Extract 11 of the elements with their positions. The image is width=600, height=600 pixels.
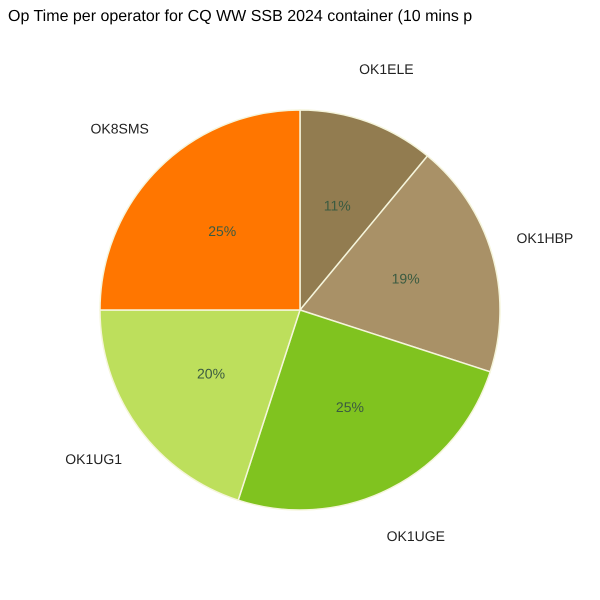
chart-title: Op Time per operator for CQ WW SSB 2024 container (10 mins p (8, 8, 472, 25)
slice-label: OK1ELE (359, 61, 414, 78)
data-label: 20% (196, 366, 226, 382)
slice-label: OK8SMS (90, 120, 149, 137)
slice-label: OK1UGE (386, 528, 445, 544)
slice-label: OK1UG1 (65, 450, 122, 467)
data-label: 11% (324, 198, 351, 214)
data-label: 19% (392, 270, 420, 286)
data-label: 25% (336, 399, 364, 416)
data-label: 25% (208, 223, 236, 240)
slice-label: OK1HBP (516, 230, 574, 246)
